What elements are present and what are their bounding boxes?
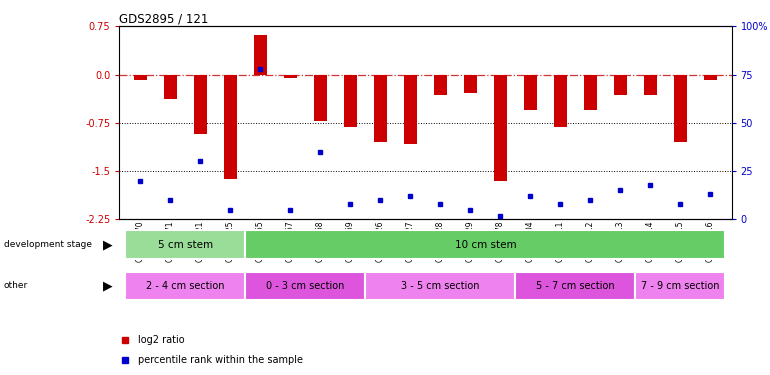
Bar [434, 75, 447, 95]
Bar [635, 272, 725, 300]
Text: 5 cm stem: 5 cm stem [158, 240, 213, 250]
Bar [193, 75, 207, 134]
Bar [313, 75, 327, 121]
Text: development stage: development stage [4, 240, 92, 249]
Bar [163, 75, 177, 99]
Text: log2 ratio: log2 ratio [138, 335, 184, 345]
Text: ▶: ▶ [103, 279, 112, 292]
Bar [464, 75, 477, 93]
Bar [515, 272, 635, 300]
Bar [554, 75, 567, 128]
Bar [223, 75, 237, 179]
Text: 2 - 4 cm section: 2 - 4 cm section [146, 281, 225, 291]
Text: GDS2895 / 121: GDS2895 / 121 [119, 12, 209, 25]
Bar [126, 272, 246, 300]
Bar [584, 75, 598, 110]
Bar [343, 75, 357, 128]
Bar [134, 75, 147, 80]
Bar [494, 75, 507, 181]
Bar [403, 75, 417, 144]
Text: other: other [4, 281, 28, 290]
Bar [366, 272, 515, 300]
Bar [126, 230, 246, 259]
Bar [524, 75, 537, 110]
Bar [704, 75, 717, 80]
Bar [674, 75, 688, 142]
Text: percentile rank within the sample: percentile rank within the sample [138, 355, 303, 365]
Bar [373, 75, 387, 142]
Text: 10 cm stem: 10 cm stem [454, 240, 516, 250]
Text: 7 - 9 cm section: 7 - 9 cm section [641, 281, 720, 291]
Bar [283, 75, 297, 78]
Text: 0 - 3 cm section: 0 - 3 cm section [266, 281, 345, 291]
Bar [246, 230, 725, 259]
Text: 5 - 7 cm section: 5 - 7 cm section [536, 281, 614, 291]
Text: 3 - 5 cm section: 3 - 5 cm section [401, 281, 480, 291]
Bar [644, 75, 658, 95]
Bar [614, 75, 628, 95]
Text: ▶: ▶ [103, 238, 112, 251]
Bar [253, 34, 267, 75]
Bar [246, 272, 366, 300]
